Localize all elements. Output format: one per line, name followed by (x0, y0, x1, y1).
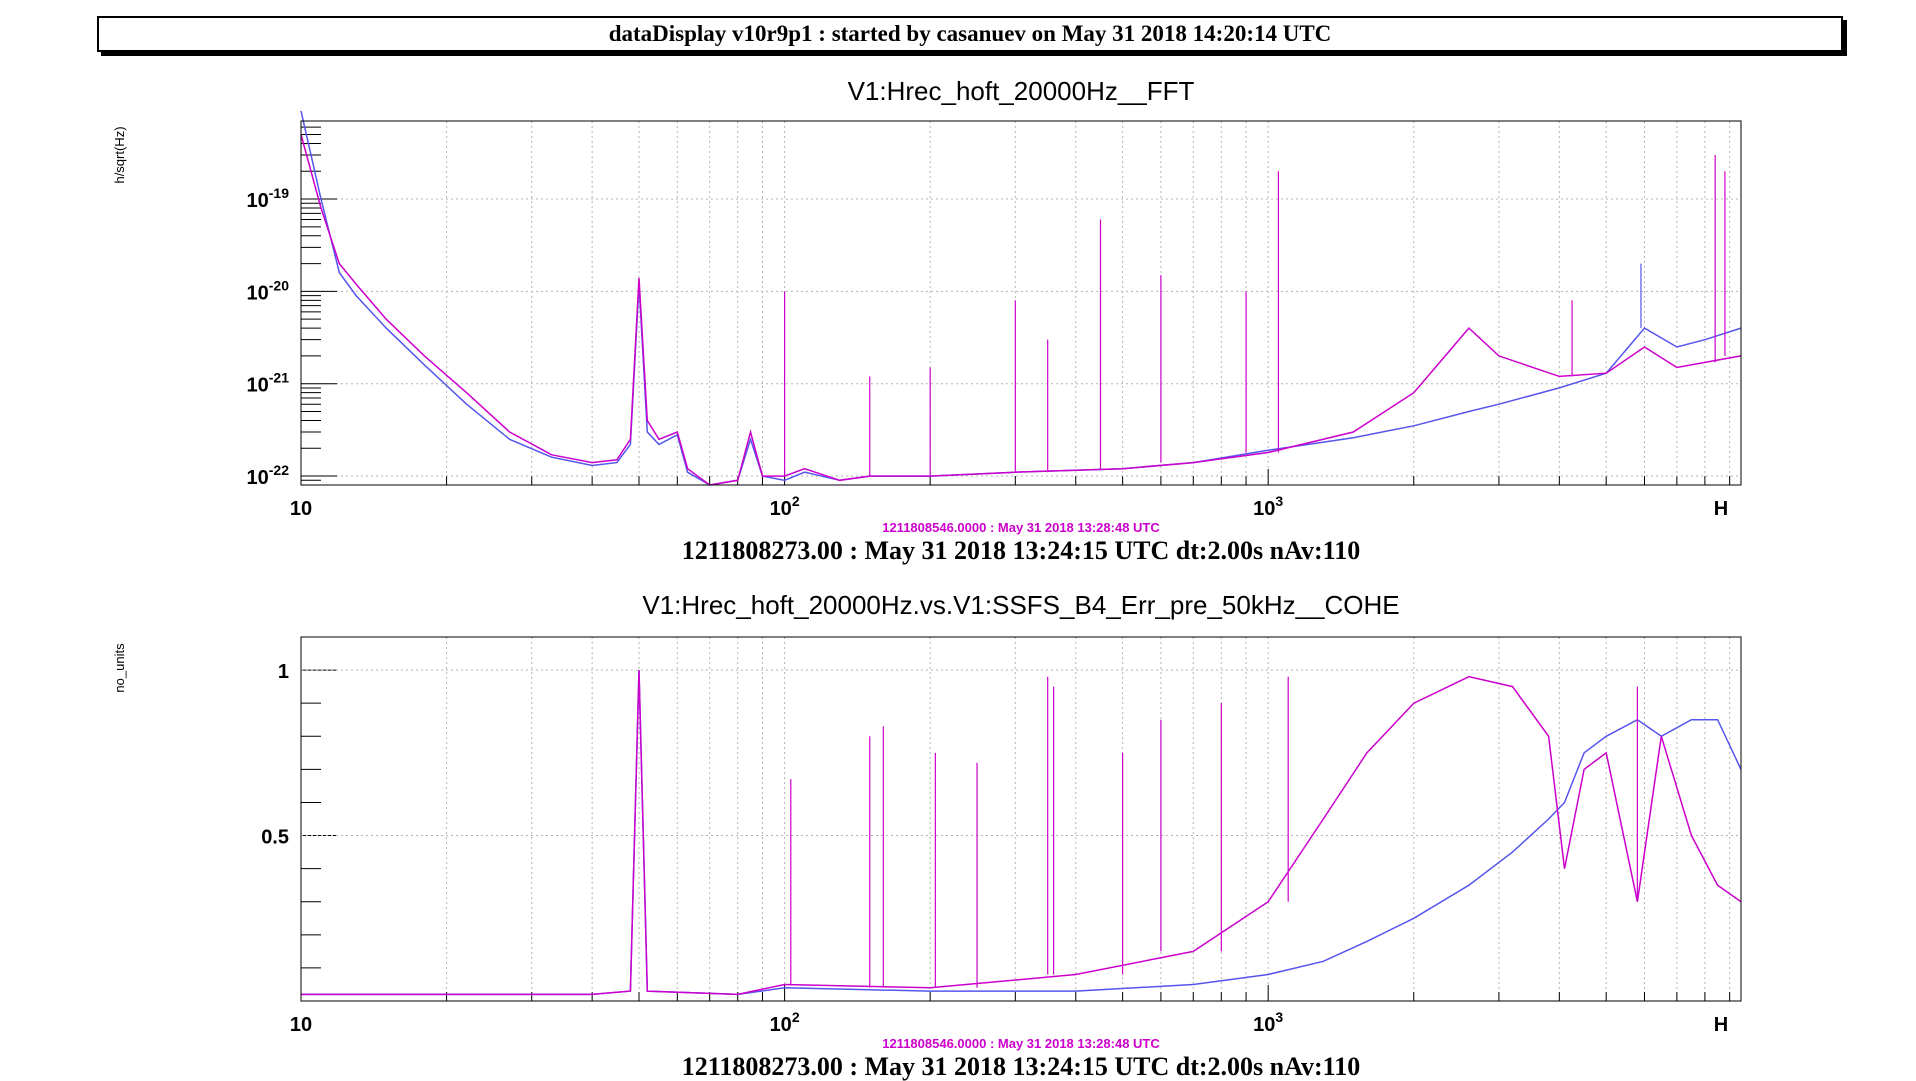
current-trace (301, 670, 1742, 996)
reference-trace (300, 134, 1742, 486)
y-axis-label: h/sqrt(Hz) (112, 126, 127, 183)
x-tick-label: 10 (290, 1014, 312, 1036)
chart-title: V1:Hrec_hoft_20000Hz.vs.V1:SSFS_B4_Err_p… (642, 590, 1399, 620)
y-tick-label: 10-21 (247, 370, 290, 397)
y-tick-label: 10-19 (247, 185, 290, 212)
current-trace (300, 110, 1742, 486)
x-tick-label: 103 (1253, 493, 1283, 520)
reference-timestamp: 1211808546.0000 : May 31 2018 13:28:48 U… (882, 520, 1160, 535)
chart-panel-2: V1:Hrec_hoft_20000Hz.vs.V1:SSFS_B4_Err_p… (112, 590, 1742, 1081)
chart-panel-1: V1:Hrec_hoft_20000Hz__FFT h/sqrt(Hz) 10-19… (112, 76, 1742, 565)
y-tick-label: 1 (278, 661, 289, 683)
chart-footer: 1211808273.00 : May 31 2018 13:24:15 UTC… (682, 1052, 1360, 1081)
y-tick-label: 10-20 (247, 277, 290, 304)
y-tick-label: 10-22 (247, 462, 290, 489)
reference-timestamp: 1211808546.0000 : May 31 2018 13:28:48 U… (882, 1036, 1160, 1051)
x-tick-label: 102 (770, 1009, 800, 1036)
y-tick-label: 0.5 (261, 827, 289, 849)
x-tick-label: 102 (770, 493, 800, 520)
x-tick-label: 103 (1253, 1009, 1283, 1036)
x-tick-label: H (1714, 1014, 1728, 1036)
x-tick-label: H (1714, 498, 1728, 520)
plot-frame (300, 120, 1742, 486)
y-axis-label: no_units (112, 643, 127, 693)
banner-title: dataDisplay v10r9p1 : started by casanue… (608, 21, 1332, 46)
title-banner: dataDisplay v10r9p1 : started by casanue… (97, 16, 1843, 52)
x-tick-label: 10 (290, 498, 312, 520)
chart-title: V1:Hrec_hoft_20000Hz__FFT (848, 76, 1195, 106)
reference-trace (301, 670, 1742, 996)
plot-frame (300, 636, 1742, 1002)
chart-footer: 1211808273.00 : May 31 2018 13:24:15 UTC… (682, 536, 1360, 565)
